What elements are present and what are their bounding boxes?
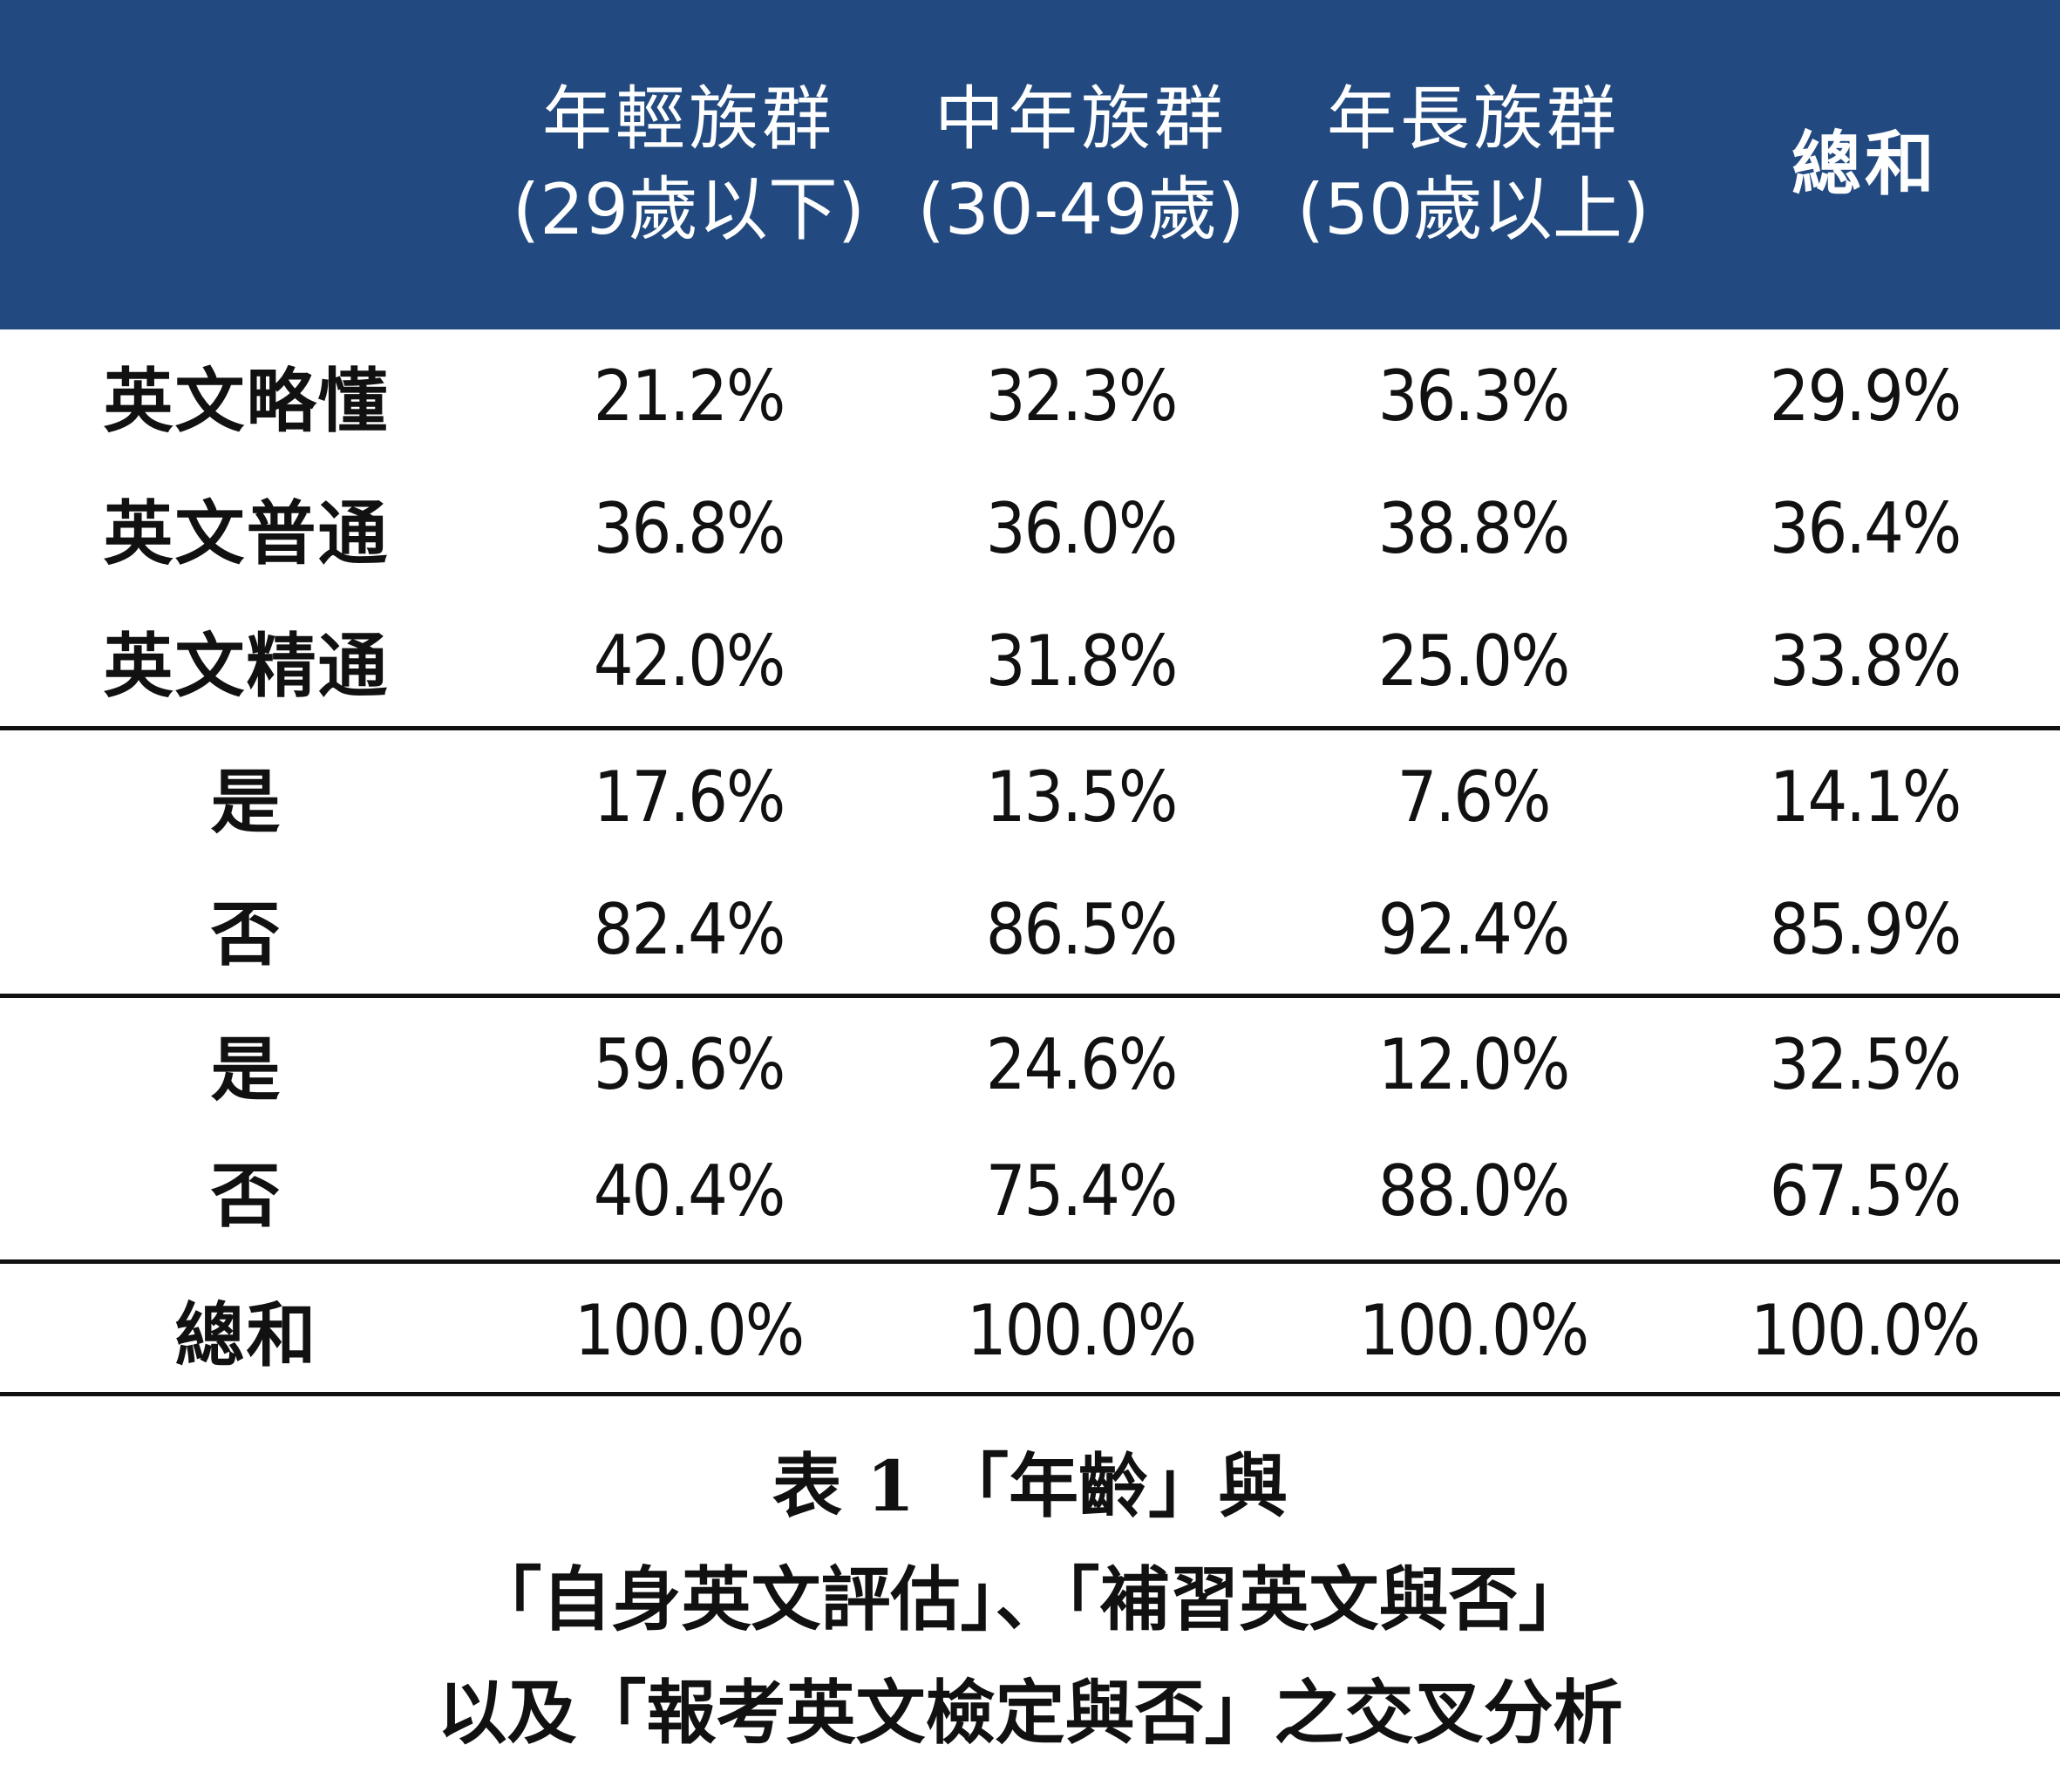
row-label: 否 [210, 894, 282, 975]
header-middle: 中年族群 (30-49歲) [885, 0, 1277, 329]
header-senior: 年長族群 (50歲以上) [1277, 0, 1669, 329]
table-bottom-rule [0, 1392, 2060, 1396]
cell-senior: 38.8% [1377, 487, 1571, 569]
header-middle-title: 中年族群 [935, 78, 1227, 160]
header-senior-title: 年長族群 [1327, 78, 1620, 160]
header-young-range: (29歲以下) [512, 169, 866, 250]
cell-senior: 100.0% [1358, 1289, 1589, 1371]
cell-total: 14.1% [1769, 756, 1962, 838]
cell-middle: 31.8% [985, 620, 1179, 702]
cell-senior: 88.0% [1377, 1150, 1571, 1232]
cell-young: 59.6% [593, 1023, 786, 1105]
cell-total: 36.4% [1769, 487, 1962, 569]
row-label: 英文略懂 [103, 361, 390, 442]
row-label: 是 [210, 762, 282, 843]
caption-line-1: 表 1 「年齡」與 [772, 1445, 1288, 1527]
table-caption: 表 1 「年齡」與 「自身英文評估」、「補習英文與否」 以及「報考英文檢定與否」… [0, 1429, 2060, 1769]
cell-senior: 7.6% [1397, 756, 1552, 838]
section-divider [0, 1259, 2060, 1264]
cell-middle: 24.6% [985, 1023, 1179, 1105]
row-label: 是 [210, 1029, 282, 1110]
header-young: 年輕族群 (29歲以下) [493, 0, 885, 329]
header-total: 總和 [1669, 0, 2060, 329]
table-row: 是 17.6% 13.5% 7.6% 14.1% [0, 730, 2060, 863]
cell-young: 100.0% [574, 1289, 805, 1371]
table-row: 否 82.4% 86.5% 92.4% 85.9% [0, 863, 2060, 995]
row-label: 英文普通 [103, 493, 390, 574]
row-label: 總和 [174, 1295, 318, 1376]
table-row: 是 59.6% 24.6% 12.0% 32.5% [0, 998, 2060, 1130]
cell-total: 85.9% [1769, 888, 1962, 970]
section-divider [0, 994, 2060, 998]
row-label: 否 [210, 1156, 282, 1237]
cell-young: 42.0% [593, 620, 786, 702]
cell-young: 36.8% [593, 487, 786, 569]
cell-senior: 92.4% [1377, 888, 1571, 970]
cell-middle: 75.4% [985, 1150, 1179, 1232]
table-row-total: 總和 100.0% 100.0% 100.0% 100.0% [0, 1264, 2060, 1396]
cell-middle: 86.5% [985, 888, 1179, 970]
cell-senior: 12.0% [1377, 1023, 1571, 1105]
table-row: 英文普通 36.8% 36.0% 38.8% 36.4% [0, 462, 2060, 594]
table-row: 英文略懂 21.2% 32.3% 36.3% 29.9% [0, 329, 2060, 462]
cell-middle: 100.0% [966, 1289, 1197, 1371]
cell-young: 82.4% [593, 888, 786, 970]
cell-middle: 36.0% [985, 487, 1179, 569]
cell-senior: 36.3% [1377, 355, 1571, 437]
cell-middle: 13.5% [985, 756, 1179, 838]
cell-young: 40.4% [593, 1150, 786, 1232]
cell-total: 100.0% [1750, 1289, 1981, 1371]
header-young-title: 年輕族群 [542, 78, 835, 160]
section-divider [0, 726, 2060, 730]
cell-senior: 25.0% [1377, 620, 1571, 702]
header-middle-range: (30-49歲) [917, 169, 1245, 250]
header-total-label: 總和 [1791, 124, 1938, 205]
cell-total: 29.9% [1769, 355, 1962, 437]
cell-middle: 32.3% [985, 355, 1179, 437]
cell-total: 67.5% [1769, 1150, 1962, 1232]
cell-young: 21.2% [593, 355, 786, 437]
row-label: 英文精通 [103, 626, 390, 707]
table-header: 年輕族群 (29歲以下) 中年族群 (30-49歲) 年長族群 (50歲以上) … [0, 0, 2060, 329]
caption-line-2: 「自身英文評估」、「補習英文與否」 [472, 1558, 1588, 1640]
cell-young: 17.6% [593, 756, 786, 838]
cell-total: 33.8% [1769, 620, 1962, 702]
table-row: 英文精通 42.0% 31.8% 25.0% 33.8% [0, 594, 2060, 727]
cell-total: 32.5% [1769, 1023, 1962, 1105]
header-senior-range: (50歲以上) [1296, 169, 1650, 250]
table-row: 否 40.4% 75.4% 88.0% 67.5% [0, 1124, 2060, 1257]
caption-line-3: 以及「報考英文檢定與否」之交叉分析 [437, 1672, 1623, 1754]
